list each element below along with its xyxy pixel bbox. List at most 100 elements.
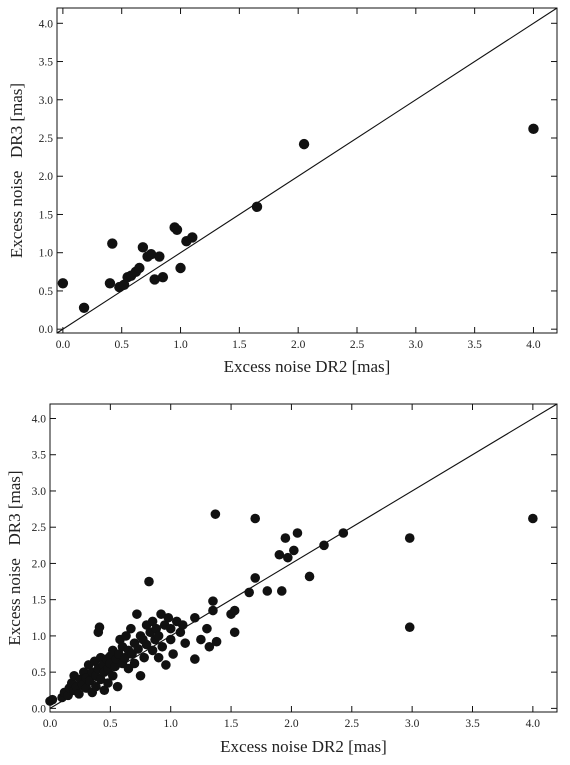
data-point [175,262,186,274]
y-tick-label: 1.0 [32,631,47,643]
data-point [99,685,110,696]
x-tick-label: 2.5 [345,718,360,730]
data-point [404,533,415,543]
data-point [404,622,415,633]
data-point [104,278,116,289]
data-point [298,138,310,150]
data-point [250,573,261,583]
data-point [187,232,198,243]
y-tick-label: 2.0 [32,558,47,570]
y-tick-label: 0.0 [32,703,47,715]
y-tick-label: 3.0 [32,486,47,498]
data-point [196,634,206,645]
x-axis-title: Excess noise DR2 [mas] [220,737,387,756]
scatter-panel-2: 0.0 0.5 1.0 1.5 2.0 2.5 3.0 3.5 4.0 0.0 0.5 1.0 1.5 2… [5,403,558,756]
data-point [151,623,162,634]
data-point [338,528,349,538]
data-point [103,678,113,688]
data-point [112,681,123,692]
x-tick-label: 0.5 [115,339,130,351]
data-point [94,622,105,633]
data-point [276,586,287,596]
x-tick-label: 2.0 [284,718,299,730]
data-point [144,576,154,587]
data-point [229,605,240,616]
data-point [250,513,261,524]
y-tick-label: 1.5 [32,595,47,607]
data-point [95,674,106,685]
data-point [157,641,168,652]
data-point [208,596,218,606]
data-point [147,645,158,656]
data-point [190,612,200,623]
data-point [74,689,84,699]
data-point [139,652,149,663]
x-tick-label: 0.0 [43,718,58,730]
data-point [190,654,200,664]
data-point [153,631,164,641]
data-point [292,528,303,538]
data-point [137,242,149,253]
data-point [319,540,329,551]
data-point [204,641,215,652]
x-tick-label: 0.5 [103,718,118,730]
data-point [304,571,315,582]
data-point [289,545,299,556]
x-tick-label: 4.0 [526,718,541,730]
data-point [251,201,263,213]
y-tick-label: 0.5 [39,286,54,298]
x-tick-label: 1.0 [173,339,188,351]
plot-frame [49,403,558,713]
data-point [107,670,118,681]
data-point [180,638,190,648]
data-point [135,670,146,681]
x-tick-label: 1.5 [232,339,247,351]
y-axis-title: Excess noise DR3 [mas] [5,470,24,645]
y-tick-label: 1.5 [39,209,54,221]
y-tick-label: 4.0 [39,18,54,30]
data-point [210,509,221,519]
x-tick-label: 3.5 [465,718,480,730]
y-tick-label: 0.0 [39,324,54,336]
data-point [107,238,118,249]
data-point [120,652,130,663]
x-tick-label: 3.0 [409,339,424,351]
data-point [168,649,178,659]
data-point [153,652,164,663]
data-point [129,658,140,669]
identity-line [56,7,558,334]
y-tick-label: 3.5 [39,57,54,69]
x-tick-label: 0.0 [56,339,71,351]
data-point [149,274,160,285]
data-point [57,278,69,289]
data-point [163,612,174,623]
data-point [244,587,254,598]
data-point [262,586,273,596]
data-point [274,549,285,560]
data-point [133,644,143,654]
data-point [121,631,131,641]
data-point [175,627,186,638]
data-point [161,660,171,670]
data-point [229,627,240,638]
x-axis-title: Excess noise DR2 [mas] [224,357,391,376]
y-tick-label: 3.0 [39,95,54,107]
data-point [154,251,165,262]
x-tick-label: 1.5 [224,718,239,730]
data-point [47,694,58,705]
data-point [132,609,142,619]
x-tick-label: 4.0 [526,339,541,351]
data-point [165,623,176,634]
data-point [208,605,218,616]
data-point [528,513,538,524]
data-point [528,123,539,135]
x-tick-label: 3.5 [467,339,482,351]
y-tick-label: 1.0 [39,248,54,260]
data-point [78,302,90,313]
data-point [110,661,120,672]
data-point [157,271,169,283]
x-tick-label: 2.5 [350,339,365,351]
y-axis-title: Excess noise DR3 [mas] [7,83,26,258]
data-point [283,552,293,563]
